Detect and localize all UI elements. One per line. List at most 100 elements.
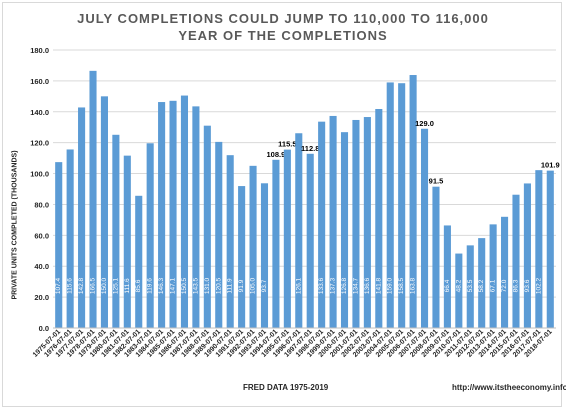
bar (249, 165, 257, 328)
data-label: 112.8 (301, 144, 319, 153)
bar (112, 134, 120, 328)
data-label: 131.0 (204, 277, 211, 294)
data-label: 107.4 (55, 277, 62, 294)
chart-frame (2, 2, 562, 407)
data-label: 150.0 (101, 277, 108, 294)
bar (226, 155, 234, 328)
data-label: 119.6 (147, 278, 154, 294)
data-label: 67.1 (490, 279, 497, 292)
bar (123, 155, 131, 328)
data-label: 137.3 (330, 277, 337, 294)
bar (192, 106, 200, 328)
data-label: 66.4 (444, 279, 451, 292)
data-label: 48.2 (455, 279, 462, 292)
bar (363, 117, 371, 328)
data-label: 102.2 (535, 277, 542, 294)
data-label: 105.0 (250, 277, 257, 294)
data-label: 133.6 (318, 277, 325, 294)
bar (260, 183, 269, 328)
y-tick-label: 100.0 (30, 170, 49, 179)
chart-subtitle: YEAR OF THE COMPLETIONS (178, 28, 388, 43)
bar (169, 100, 177, 328)
bar (329, 115, 337, 328)
bar (535, 170, 543, 328)
bar (66, 149, 74, 328)
data-label: 143.5 (192, 277, 199, 294)
y-tick-label: 160.0 (30, 77, 49, 86)
data-label: 72.0 (501, 279, 508, 292)
bar (501, 216, 509, 328)
data-label: 111.6 (124, 278, 131, 294)
data-label: 115.6 (67, 278, 74, 294)
data-label: 136.6 (364, 277, 371, 294)
bar (512, 194, 520, 328)
data-label: 147.1 (170, 277, 177, 294)
data-label: 158.5 (398, 277, 405, 294)
bar (158, 102, 166, 328)
bar (146, 143, 154, 328)
bar (295, 133, 303, 328)
data-label: 134.7 (352, 277, 359, 294)
data-label: 111.9 (227, 278, 234, 294)
bar (523, 183, 531, 328)
y-tick-label: 120.0 (30, 139, 49, 148)
bar (180, 95, 189, 328)
bar (55, 162, 63, 328)
bar (89, 70, 97, 328)
data-label: 86.3 (512, 279, 519, 292)
data-label: 93.7 (261, 279, 268, 292)
bar (135, 195, 143, 328)
data-label: 163.8 (410, 277, 417, 294)
bar (352, 119, 360, 328)
bar (340, 132, 349, 328)
data-label: 126.1 (295, 277, 302, 294)
bar (420, 128, 429, 328)
data-label: 142.8 (78, 277, 85, 294)
chart-title: JULY COMPLETIONS COULD JUMP TO 110,000 T… (77, 11, 489, 26)
bar (78, 107, 86, 328)
data-label: 91.9 (238, 279, 245, 292)
data-label: 101.9 (541, 161, 560, 170)
y-tick-label: 180.0 (30, 46, 49, 55)
data-label: 91.5 (429, 177, 444, 186)
data-label: 150.5 (181, 277, 188, 294)
bar (386, 82, 394, 328)
data-label: 146.3 (158, 277, 165, 294)
bar (203, 125, 211, 328)
data-label: 125.1 (112, 277, 119, 294)
data-label: 166.5 (90, 277, 97, 294)
bar (443, 225, 451, 328)
data-label: 85.6 (135, 279, 142, 292)
y-tick-label: 20.0 (34, 293, 49, 302)
bar (283, 149, 291, 328)
bar (306, 153, 314, 328)
website-note: http://www.itstheeconomy.info/ (452, 383, 566, 392)
bar (432, 186, 440, 328)
data-label: 129.0 (415, 119, 434, 128)
data-label: 141.8 (375, 277, 382, 294)
bar (272, 159, 280, 328)
source-note: FRED DATA 1975-2019 (243, 383, 329, 392)
bar (466, 245, 474, 328)
bar (100, 96, 108, 328)
bar (546, 170, 554, 328)
bar (238, 186, 246, 328)
data-label: 159.0 (387, 277, 394, 294)
data-label: 58.2 (478, 279, 485, 292)
bar (215, 141, 223, 328)
y-tick-label: 60.0 (34, 231, 49, 240)
y-tick-label: 140.0 (30, 108, 49, 117)
data-label: 93.6 (524, 279, 531, 292)
bar (375, 108, 383, 329)
data-label: 126.8 (341, 277, 348, 294)
data-label: 115.5 (278, 140, 296, 149)
bar (409, 75, 417, 329)
bar (489, 224, 497, 328)
bar (455, 253, 463, 328)
y-tick-label: 80.0 (34, 200, 49, 209)
y-tick-label: 0.0 (39, 324, 49, 333)
data-label: 108.9 (267, 150, 286, 159)
bar (478, 238, 486, 328)
bar (318, 121, 326, 328)
